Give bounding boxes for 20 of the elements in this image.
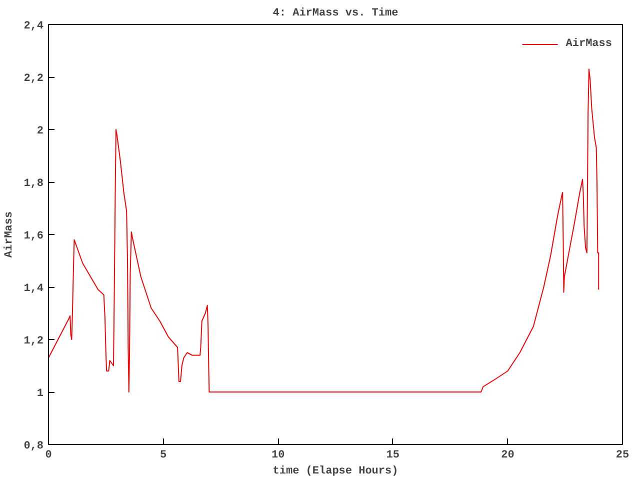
x-tick-label: 25 (616, 450, 630, 462)
y-tick-label: 1,2 (24, 336, 44, 348)
legend-label: AirMass (566, 38, 612, 50)
y-tick-label: 1,8 (24, 178, 44, 190)
chart-title: 4: AirMass vs. Time (272, 8, 399, 20)
y-tick-label: 2 (36, 126, 44, 138)
y-tick-label: 2,4 (24, 20, 44, 32)
x-tick-label: 5 (160, 450, 167, 462)
x-tick-label: 10 (272, 450, 285, 462)
y-tick-label: 0,8 (24, 440, 44, 452)
x-tick-label: 15 (386, 450, 400, 462)
x-tick-label: 20 (501, 450, 514, 462)
x-axis-title: time (Elapse Hours) (272, 466, 398, 478)
y-tick-label: 1,4 (24, 283, 44, 295)
y-tick-label: 1,6 (24, 230, 44, 242)
line-series (48, 68, 600, 392)
y-tick-label: 2,2 (24, 73, 44, 85)
y-tick-label: 1 (36, 388, 44, 400)
y-axis-title: AirMass (4, 211, 16, 258)
x-tick-label: 0 (45, 450, 52, 462)
